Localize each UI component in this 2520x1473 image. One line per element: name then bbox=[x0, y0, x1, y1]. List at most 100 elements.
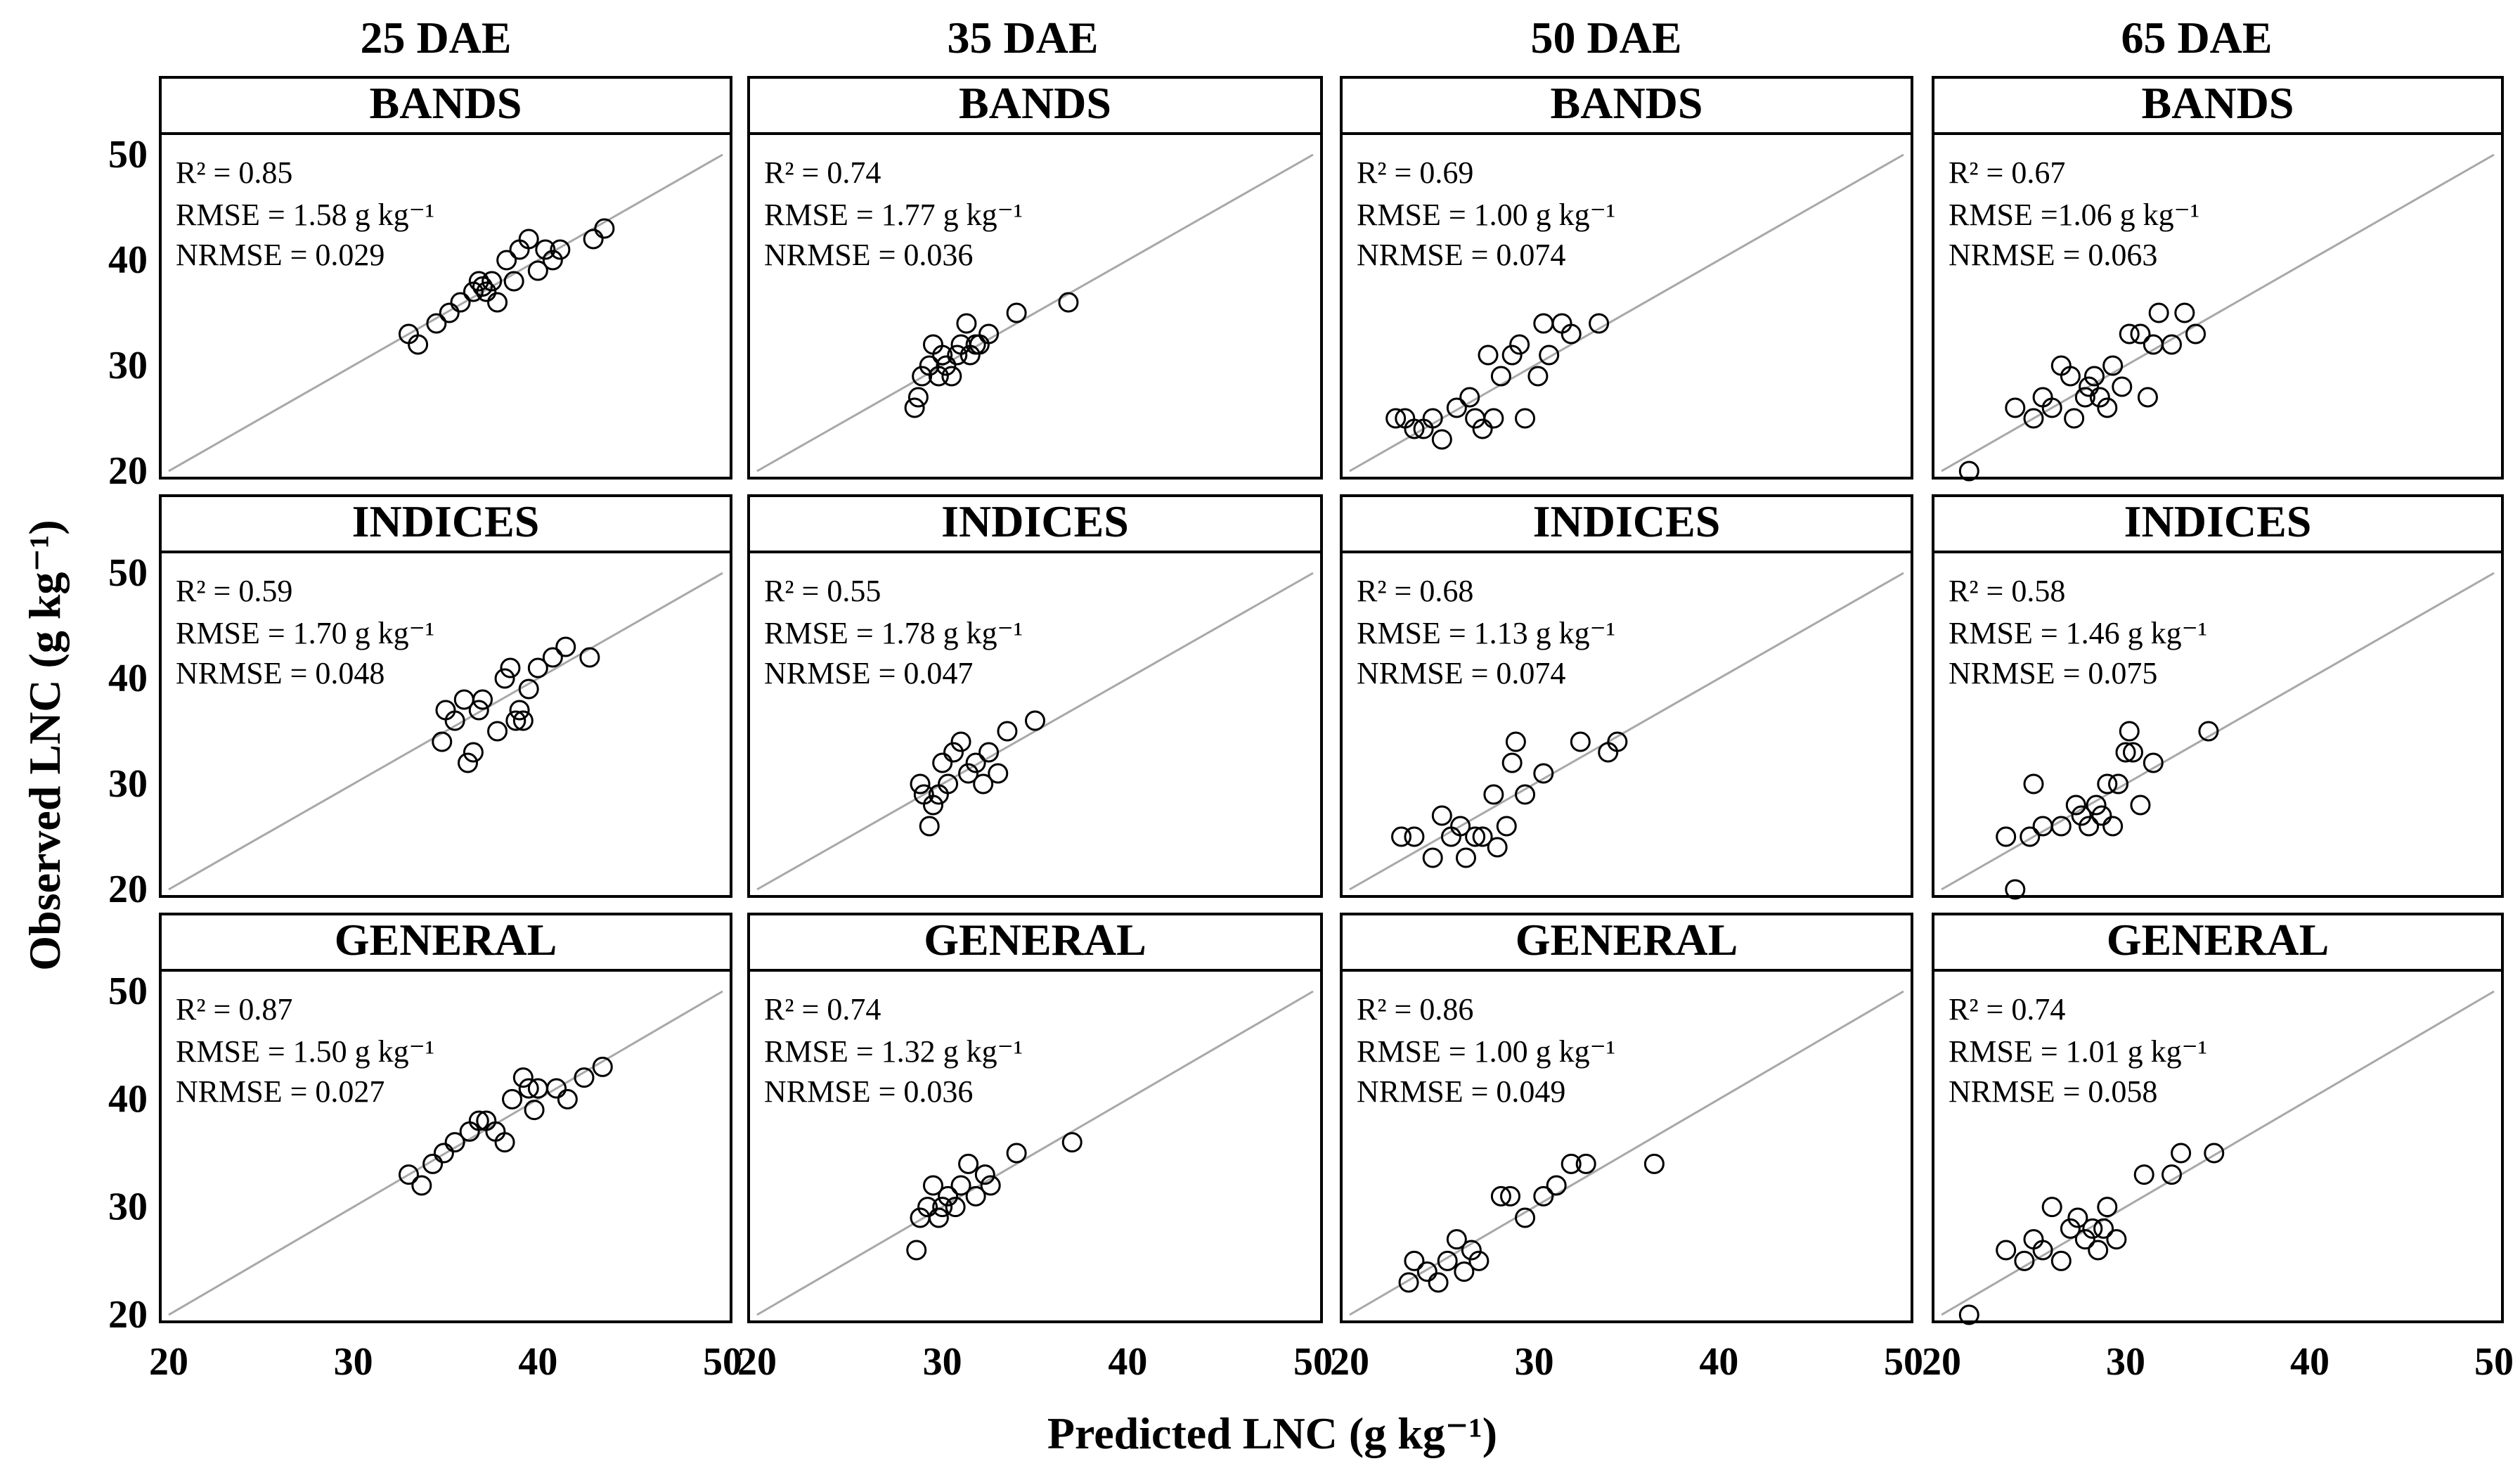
data-point bbox=[936, 355, 957, 376]
nrmse-label: NRMSE = 0.048 bbox=[176, 656, 385, 690]
data-point bbox=[904, 397, 925, 418]
data-point bbox=[2185, 323, 2206, 345]
data-point bbox=[1515, 784, 1536, 805]
data-point bbox=[426, 313, 447, 334]
y-tick-label: 20 bbox=[108, 1293, 148, 1337]
data-point bbox=[1515, 408, 1536, 429]
x-tick-label: 20 bbox=[1922, 1340, 1961, 1384]
rmse-label: RMSE = 1.78 g kg⁻¹ bbox=[764, 616, 1023, 650]
data-point bbox=[444, 710, 465, 731]
r2-label: R² = 0.74 bbox=[1949, 992, 2065, 1027]
data-point bbox=[1575, 1153, 1596, 1174]
data-point bbox=[947, 345, 968, 366]
one-to-one-line bbox=[168, 153, 723, 472]
data-point bbox=[1483, 784, 1504, 805]
data-point bbox=[2093, 1218, 2114, 1239]
rmse-label: RMSE = 1.00 g kg⁻¹ bbox=[1357, 1034, 1615, 1069]
data-point bbox=[917, 1197, 938, 1218]
data-point bbox=[468, 700, 489, 721]
data-point bbox=[1546, 1175, 1567, 1196]
data-point bbox=[1431, 429, 1452, 450]
panel-bands-50-dae: BANDS R² = 0.69 RMSE = 1.00 g kg⁻¹ NRMSE = … bbox=[1340, 76, 1913, 480]
data-point bbox=[2014, 1250, 2035, 1271]
data-point bbox=[1468, 1250, 1490, 1271]
rmse-label: RMSE = 1.32 g kg⁻¹ bbox=[764, 1034, 1023, 1069]
data-point bbox=[542, 647, 563, 668]
scatter-points bbox=[906, 1132, 1083, 1261]
rmse-label: RMSE = 1.13 g kg⁻¹ bbox=[1357, 616, 1615, 650]
panel-indices-25-dae: INDICES R² = 0.59 RMSE = 1.70 g kg⁻¹ NRMSE … bbox=[159, 494, 732, 898]
scatter-points bbox=[398, 1056, 613, 1196]
one-to-one-line bbox=[168, 572, 723, 891]
data-point bbox=[433, 1143, 454, 1164]
panel-general-25-dae: GENERAL R² = 0.87 RMSE = 1.50 g kg⁻¹ NRMSE … bbox=[159, 913, 732, 1323]
data-point bbox=[2143, 752, 2164, 773]
data-point bbox=[932, 752, 953, 773]
data-point bbox=[2074, 1229, 2095, 1250]
data-point bbox=[1058, 292, 1079, 313]
rmse-label: RMSE = 1.46 g kg⁻¹ bbox=[1949, 616, 2207, 650]
panel-indices-50-dae: INDICES R² = 0.68 RMSE = 1.13 g kg⁻¹ NRMSE … bbox=[1340, 494, 1913, 898]
panel-bands-65-dae: BANDS R² = 0.67 RMSE =1.06 g kg⁻¹ NRMSE = 0… bbox=[1932, 76, 2504, 482]
panel-title: INDICES bbox=[941, 496, 1129, 546]
x-tick-label: 40 bbox=[1699, 1340, 1738, 1384]
data-point bbox=[468, 271, 489, 292]
panel-title: GENERAL bbox=[2107, 915, 2330, 965]
data-point bbox=[1996, 1240, 2017, 1261]
data-point bbox=[458, 752, 479, 773]
data-point bbox=[980, 1175, 1001, 1196]
data-point bbox=[938, 1185, 959, 1207]
x-tick-label: 20 bbox=[149, 1340, 188, 1384]
scatter-points bbox=[1385, 313, 1610, 450]
column-title-65-dae: 65 DAE bbox=[2121, 13, 2272, 63]
nrmse-label: NRMSE = 0.047 bbox=[764, 656, 973, 690]
data-point bbox=[1958, 1304, 1979, 1325]
data-point bbox=[958, 763, 979, 784]
rmse-label: RMSE = 1.70 g kg⁻¹ bbox=[176, 616, 434, 650]
x-tick-label: 50 bbox=[1884, 1340, 1923, 1384]
data-point bbox=[494, 1132, 515, 1153]
data-point bbox=[1404, 1250, 1425, 1271]
scatter-points bbox=[1958, 1143, 2225, 1325]
r2-label: R² = 0.85 bbox=[176, 155, 292, 190]
data-point bbox=[919, 816, 940, 837]
panel-title: BANDS bbox=[959, 78, 1111, 128]
data-point bbox=[527, 260, 548, 281]
data-point bbox=[2005, 879, 2026, 900]
data-point bbox=[1461, 1240, 1482, 1261]
nrmse-label: NRMSE = 0.074 bbox=[1357, 238, 1565, 272]
data-point bbox=[2112, 376, 2133, 397]
data-point bbox=[1490, 1185, 1511, 1207]
data-point bbox=[2071, 805, 2092, 826]
scatter-points bbox=[1996, 721, 2219, 900]
data-point bbox=[910, 773, 931, 795]
data-point bbox=[487, 292, 508, 313]
data-point bbox=[965, 752, 986, 773]
y-tick-label: 30 bbox=[108, 344, 148, 387]
data-point bbox=[1450, 816, 1471, 837]
data-point bbox=[907, 387, 929, 408]
data-point bbox=[1561, 323, 1582, 345]
data-point bbox=[555, 636, 576, 657]
data-point bbox=[494, 668, 515, 689]
rmse-label: RMSE = 1.50 g kg⁻¹ bbox=[176, 1034, 434, 1069]
data-point bbox=[2162, 1164, 2182, 1185]
data-point bbox=[487, 721, 508, 742]
x-tick-label: 30 bbox=[2106, 1340, 2145, 1384]
data-point bbox=[1422, 847, 1443, 868]
data-point bbox=[546, 1078, 567, 1099]
data-point bbox=[1589, 313, 1610, 334]
data-point bbox=[2204, 1143, 2225, 1164]
data-point bbox=[1487, 837, 1508, 858]
panel-general-50-dae: GENERAL R² = 0.86 RMSE = 1.00 g kg⁻¹ NRMSE … bbox=[1340, 913, 1913, 1323]
panel-title: BANDS bbox=[1551, 78, 1703, 128]
data-point bbox=[2064, 408, 2085, 429]
data-point bbox=[1958, 461, 1979, 482]
scatter-points bbox=[1391, 731, 1628, 868]
data-point bbox=[2162, 334, 2182, 355]
panel-title: INDICES bbox=[1533, 496, 1721, 546]
data-point bbox=[1385, 408, 1407, 429]
data-point bbox=[524, 1100, 545, 1121]
data-point bbox=[2102, 355, 2124, 376]
data-point bbox=[1391, 826, 1412, 847]
